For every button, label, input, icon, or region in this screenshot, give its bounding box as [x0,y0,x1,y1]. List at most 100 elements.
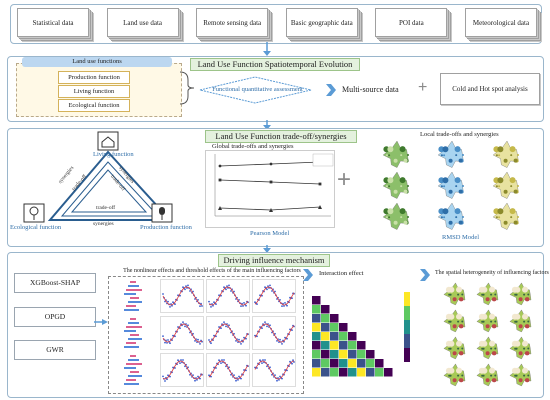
arrow-right-methods [94,319,108,325]
shap-summary-plot [124,318,142,348]
function-item: Living function [58,85,130,98]
heatmap-cell [330,359,339,368]
arrow-down-1 [263,42,271,56]
heatmap-cell [321,323,330,332]
dependence-plot [206,279,250,313]
heatmap-cell [357,341,366,350]
data-card-label: Remote sensing data [203,18,262,27]
rmsd-map [382,202,409,230]
heatmap-cell [375,359,384,368]
rmsd-map [382,171,409,199]
interaction-label: Interaction effect [319,270,364,277]
function-triangle [23,131,173,223]
method-gwr: GWR [14,340,96,360]
function-item: Ecological function [58,99,130,112]
function-item: Production function [58,71,130,84]
dependence-plot [206,316,250,350]
heatmap-cell [321,341,330,350]
dependence-plot [252,279,296,313]
chevron-right-icon [326,84,336,96]
data-card-label: Land use data [123,18,163,27]
rmsd-map [382,140,409,168]
heatmap-cell [321,368,330,377]
heatmap-cell [312,341,321,350]
data-sources-row: Statistical data Land use data Remote sens… [10,4,542,44]
rmsd-map [437,171,464,199]
section1-title: Land Use Function Spatiotemporal Evoluti… [190,58,360,71]
hotspot-box: Cold and Hot spot analysis [440,73,540,105]
assessment-diamond [199,76,312,104]
heatmap-cell [321,359,330,368]
gwr-map [509,309,532,333]
heatmap-cell [348,350,357,359]
data-card-front: Basic geographic data [285,8,358,37]
heatmap-colorbar [404,348,410,362]
rmsd-map [492,140,519,168]
dependence-plot [160,316,204,350]
heatmap-cell [330,314,339,323]
heatmap-cell [339,323,348,332]
data-card-label: Meteorological data [472,18,530,27]
spatial-map-grid [440,282,538,390]
data-card-front: Remote sensing data [196,8,269,37]
heatmap-cell [348,341,357,350]
heatmap-cell [366,350,375,359]
dependence-plot [252,316,296,350]
heatmap-cell [312,323,321,332]
chevron-right-icon-3 [420,269,430,281]
pearson-label: Pearson Model [250,230,290,237]
synergies-bottom: synergies [93,221,114,227]
heatmap-cell [312,350,321,359]
gwr-map [476,363,499,387]
gwr-map [509,336,532,360]
heatmap-cell [366,368,375,377]
heatmap-cell [321,305,330,314]
heatmap-colorbar [404,306,410,320]
shap-plot-grid [112,279,299,389]
data-card-label: Statistical data [32,18,74,27]
heatmap-cell [312,314,321,323]
heatmap-cell [375,368,384,377]
heatmap-cell [339,332,348,341]
shap-summary-plot [124,355,142,385]
gwr-map [509,363,532,387]
global-title: Global trade-offs and synergies [212,143,294,150]
ecological-label: Ecological function [10,224,62,231]
data-card-front: Land use data [106,8,179,37]
living-label: Living function [93,151,134,158]
shap-panel [108,276,304,394]
section3-title: Driving influence mechanism [218,254,330,267]
data-card-label: POI data [399,18,424,27]
heatmap-cell [339,359,348,368]
plus-sign-1: + [418,79,428,96]
rmsd-map [437,140,464,168]
arrow-down-3 [263,245,271,253]
data-card-front: Statistical data [17,8,89,37]
interaction-heatmap [312,292,410,377]
arrow-down-2 [263,120,271,130]
spatial-label: The spatial heterogeneity of influencing… [435,270,549,276]
heatmap-cell [348,359,357,368]
data-card-front: Meteorological data [465,8,537,37]
heatmap-cell [312,359,321,368]
heatmap-cell [312,368,321,377]
shap-summary-plot [124,281,142,311]
tradeoff-bottom: trade-off [96,205,116,211]
gwr-map [443,336,466,360]
heatmap-cell [330,368,339,377]
heatmap-cell [357,350,366,359]
gwr-map [443,309,466,333]
heatmap-cell [339,368,348,377]
heatmap-cell [339,350,348,359]
data-card-label: Basic geographic data [290,18,353,27]
dependence-plot [206,353,250,387]
heatmap-cell [321,350,330,359]
rmsd-map [437,202,464,230]
heatmap-colorbar [404,334,410,348]
dependence-plot [160,353,204,387]
plus-sign-2: + [337,166,352,193]
gwr-map [443,282,466,306]
dependence-plot [160,279,204,313]
heatmap-cell [366,359,375,368]
method-xgboost: XGBoost-SHAP [14,273,96,293]
